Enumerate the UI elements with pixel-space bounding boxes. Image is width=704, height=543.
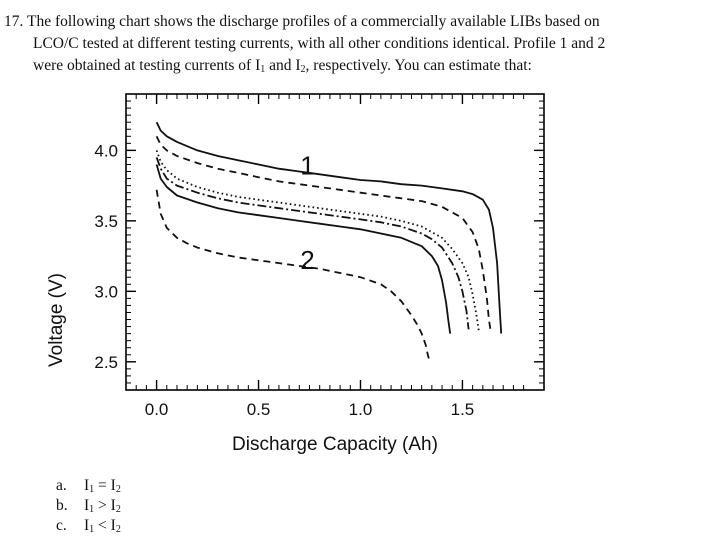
y-tick-label: 3.0 [94,282,118,301]
option-right-sub: 2 [115,504,121,515]
plot-frame [125,93,545,391]
question-line-3-end: , respectively. You can estimate that: [305,57,532,74]
minor-ticks [126,94,544,390]
option-left-sub: 1 [89,504,95,515]
discharge-curve-3 [155,150,480,331]
option-operator: < [94,517,111,534]
option-left: I [84,497,90,514]
question-line-1: 17. The following chart shows the discha… [4,11,700,33]
option-left-sub: 1 [89,524,95,535]
discharge-curve-1 [155,121,503,334]
option-right-sub: 2 [115,524,121,535]
option-left-sub: 1 [89,484,95,495]
option-operator: = [94,477,111,494]
option-left: I [84,517,90,534]
x-tick-label: 1.5 [451,400,475,419]
question-line-1-text: The following chart shows the discharge … [26,13,600,30]
tick-labels: 0.0 0.5 1.0 1.5 2.5 3.0 3.5 4.0 [94,141,474,419]
answer-options: a. I1 = I2 b. I1 > I2 c. I1 < I2 [56,476,121,536]
y-tick-label: 4.0 [94,141,118,160]
option-left: I [84,477,90,494]
discharge-curve-6 [155,189,431,363]
question-line-2: LCO/C tested at different testing curren… [33,35,606,52]
curve-label-2: 2 [300,245,314,275]
question-line-3-middle: and I [265,57,301,74]
current-1-subscript: 1 [260,64,266,75]
option-right: I [110,497,116,514]
x-tick-label: 0.5 [247,400,271,419]
option-right-sub: 2 [115,484,121,495]
option-letter: a. [56,477,67,494]
discharge-curve-4 [155,157,470,330]
option-right: I [110,517,116,534]
answer-option-b[interactable]: b. I1 > I2 [56,496,121,516]
curve-annotations: 12 [300,150,314,274]
y-tick-label: 2.5 [94,353,118,372]
option-letter: b. [56,497,68,514]
discharge-curves [155,121,503,363]
chart-svg: 0.0 0.5 1.0 1.52.53.03.54.0 12 Discharge Ca… [46,93,545,455]
option-letter: c. [56,517,67,534]
y-tick-label: 3.5 [94,212,118,231]
answer-option-c[interactable]: c. I1 < I2 [56,516,121,536]
question-line-3-start: were obtained at testing currents of I [33,57,261,74]
question-number: 17. [4,13,24,30]
x-tick-label: 1.0 [349,400,373,419]
major-ticks [126,94,544,390]
x-tick-label: 0.0 [145,400,169,419]
question-line-3: were obtained at testing currents of I1 … [4,55,700,81]
discharge-curve-5 [155,164,452,334]
x-axis-label: Discharge Capacity (Ah) [232,434,438,455]
answer-option-a[interactable]: a. I1 = I2 [56,476,121,496]
curve-label-1: 1 [300,150,314,180]
discharge-curve-2 [155,135,492,334]
y-axis-label: Voltage (V) [46,273,67,367]
question-text: 17. The following chart shows the discha… [4,11,700,81]
option-operator: > [94,497,111,514]
current-2-subscript: 2 [300,64,306,75]
option-right: I [110,477,116,494]
